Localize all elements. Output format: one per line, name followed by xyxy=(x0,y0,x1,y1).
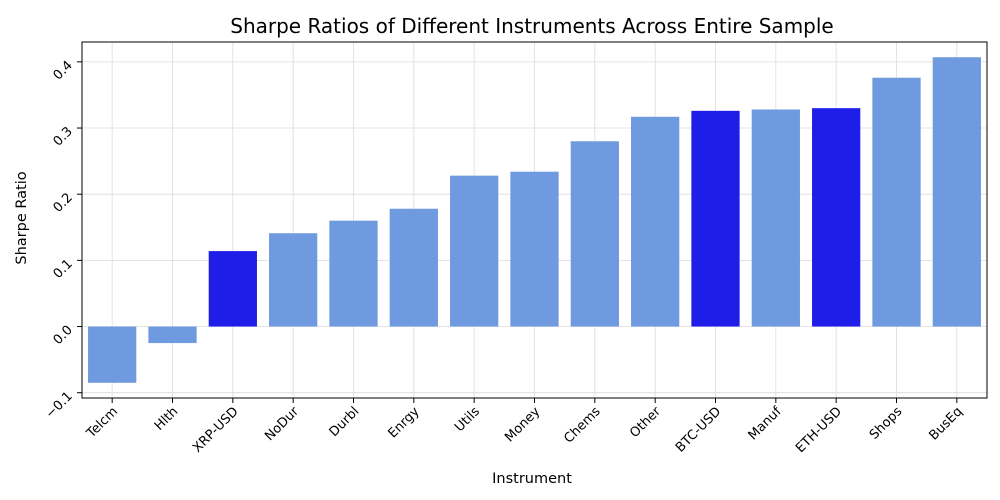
bar-shops xyxy=(872,77,921,327)
x-tick-label: Other xyxy=(627,404,664,441)
x-tick-label: Utils xyxy=(452,404,483,435)
x-tick-label: Shops xyxy=(867,404,906,443)
bar-eth-usd xyxy=(812,108,861,327)
x-axis-ticks: Telcm Hlth XRP-USD NoDur Durbl Enrgy Utils Mone… xyxy=(83,398,966,456)
x-axis-title: Instrument xyxy=(492,471,572,487)
y-tick-label: −0.1 xyxy=(43,389,76,422)
y-tick-label: 0.0 xyxy=(51,323,76,348)
bar-other xyxy=(631,116,680,327)
bar-money xyxy=(510,171,559,327)
bars xyxy=(88,57,981,383)
x-tick-label: Hlth xyxy=(152,404,182,434)
chart-title: Sharpe Ratios of Different Instruments A… xyxy=(230,14,833,38)
bar-utils xyxy=(450,175,499,327)
y-tick-label: 0.4 xyxy=(51,58,76,83)
x-tick-label: XRP-USD xyxy=(190,404,242,456)
y-tick-label: 0.1 xyxy=(51,257,76,282)
bar-durbl xyxy=(329,220,378,327)
bar-hlth xyxy=(148,326,197,344)
bar-chems xyxy=(570,141,619,327)
bar-btc-usd xyxy=(691,110,740,327)
y-axis-ticks: −0.1 0.0 0.1 0.2 0.3 0.4 xyxy=(43,58,82,422)
x-tick-label: BTC-USD xyxy=(673,404,724,455)
x-tick-label: Manuf xyxy=(746,404,785,443)
x-tick-label: ETH-USD xyxy=(793,404,845,456)
x-tick-label: Enrgy xyxy=(386,404,423,441)
y-tick-label: 0.2 xyxy=(51,190,76,215)
x-tick-label: Chems xyxy=(561,404,603,446)
x-tick-label: Telcm xyxy=(83,404,121,442)
bar-buseq xyxy=(932,57,981,327)
y-tick-label: 0.3 xyxy=(51,124,76,149)
bar-enrgy xyxy=(389,208,438,327)
bar-telcm xyxy=(88,326,137,383)
bar-manuf xyxy=(751,109,800,327)
bar-xrp-usd xyxy=(208,251,257,327)
x-tick-label: BusEq xyxy=(926,404,965,443)
y-axis-title: Sharpe Ratio xyxy=(14,171,30,264)
bar-nodur xyxy=(269,233,318,327)
x-tick-label: Money xyxy=(502,404,543,445)
x-tick-label: NoDur xyxy=(262,404,302,444)
x-tick-label: Durbl xyxy=(327,404,363,440)
